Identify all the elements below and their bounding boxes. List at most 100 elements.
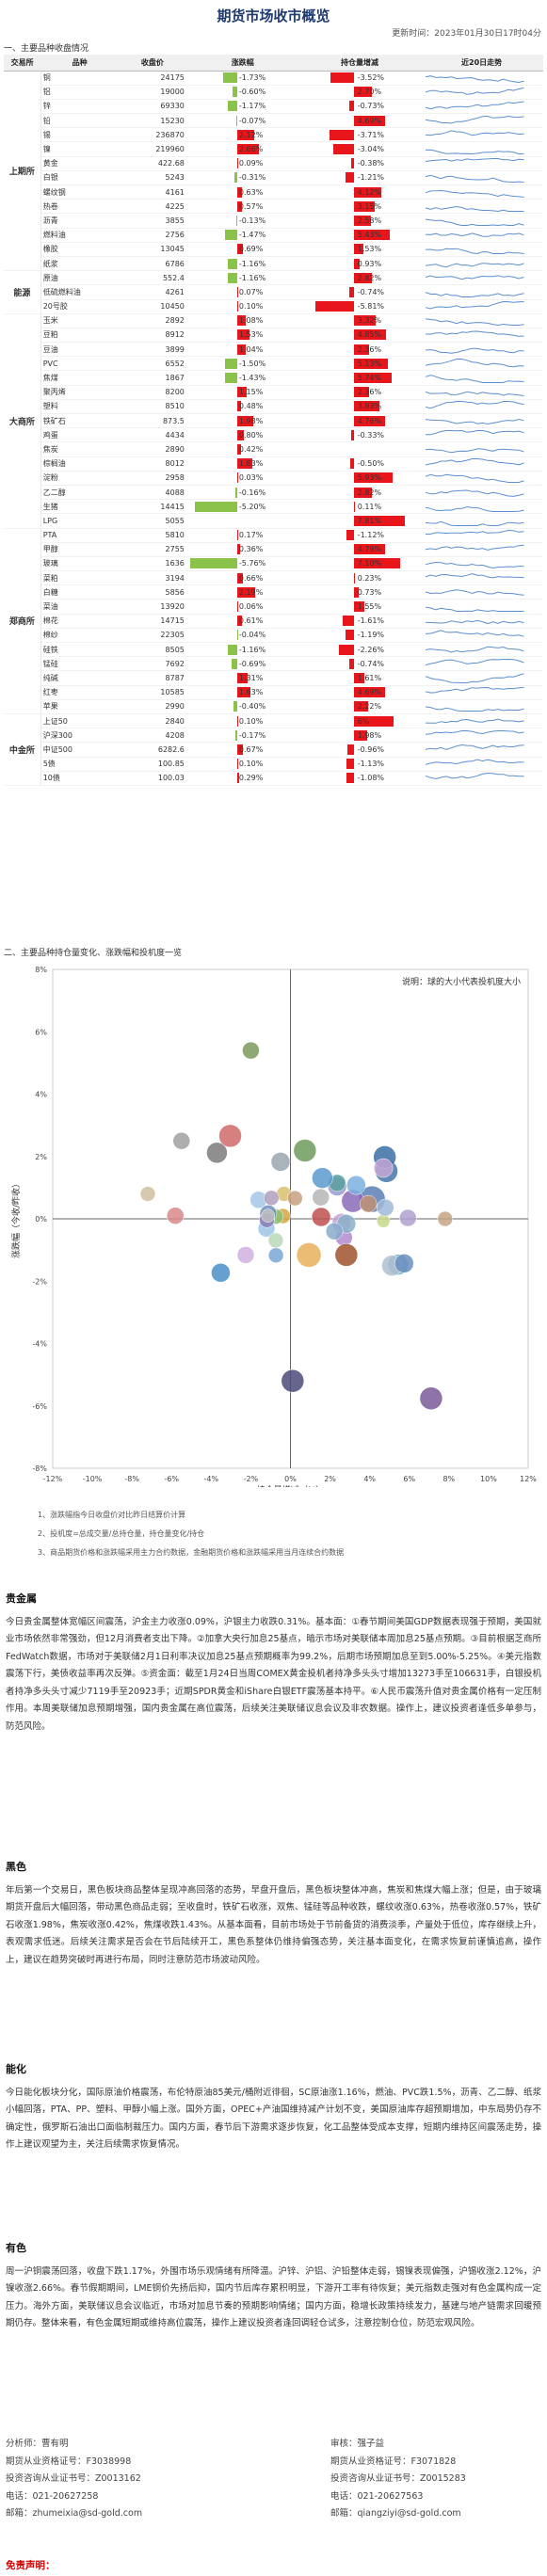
- close-price: 8012: [119, 456, 186, 471]
- trend-line: [426, 131, 524, 136]
- page-title: 期货市场收市概览: [0, 0, 547, 24]
- position-label: 6%: [358, 715, 370, 728]
- trend-cell: [420, 343, 543, 357]
- commodity-name: 焦炭: [40, 442, 119, 456]
- change-cell: 0.67%: [186, 743, 299, 757]
- change-cell: -0.16%: [186, 485, 299, 499]
- close-price: 13920: [119, 600, 186, 614]
- position-cell: -3.52%: [299, 71, 421, 85]
- gold-body: 今日贵金属整体宽幅区间震荡，沪金主力收涨0.09%，沪银主力收跌0.31%。基本…: [6, 1614, 541, 1736]
- data-bubble: [262, 1209, 275, 1223]
- change-cell: -1.17%: [186, 99, 299, 113]
- position-label: 2.36%: [358, 344, 381, 356]
- bubble-chart: -12%-10%-8%-6%-4%-2%0%2%4%6%8%10%12%8%6%…: [6, 960, 542, 1487]
- close-price: 2755: [119, 542, 186, 556]
- change-label: -0.69%: [239, 658, 265, 670]
- gold-heading: 贵金属: [6, 1591, 541, 1608]
- trend-line: [426, 647, 524, 652]
- data-bubble: [374, 1159, 393, 1177]
- change-label: -1.16%: [239, 644, 265, 656]
- data-bubble: [211, 1263, 230, 1282]
- change-label: -1.73%: [239, 72, 265, 84]
- change-label: -0.04%: [239, 629, 265, 641]
- data-bubble: [360, 1195, 377, 1212]
- change-label: 1.15%: [239, 386, 263, 398]
- close-price: 13045: [119, 242, 186, 256]
- position-bar: [330, 130, 354, 140]
- position-label: 0.93%: [358, 258, 381, 270]
- change-label: 0.67%: [239, 744, 263, 756]
- trend-sparkline: [422, 729, 529, 742]
- trend-line: [426, 774, 524, 779]
- trend-cell: [420, 185, 543, 200]
- change-bar: [236, 116, 237, 126]
- position-cell: 2.22%: [299, 699, 421, 713]
- close-price: 3899: [119, 343, 186, 357]
- trend-line: [426, 263, 524, 266]
- position-cell: -0.96%: [299, 743, 421, 757]
- trend-line: [426, 233, 524, 236]
- change-label: 1.83%: [239, 457, 263, 470]
- position-bar: [343, 616, 353, 626]
- trend-sparkline: [422, 515, 529, 527]
- close-price: 3194: [119, 571, 186, 585]
- position-cell: -2.26%: [299, 643, 421, 657]
- change-cell: 0.10%: [186, 757, 299, 771]
- position-label: 7.10%: [358, 557, 381, 569]
- position-bar: [351, 430, 353, 440]
- trend-sparkline: [422, 572, 529, 584]
- trend-sparkline: [422, 115, 529, 127]
- trend-cell: [420, 728, 543, 743]
- position-cell: 2.82%: [299, 485, 421, 499]
- trend-cell: [420, 385, 543, 399]
- close-price: 6282.6: [119, 743, 186, 757]
- change-bar: [237, 601, 238, 612]
- trend-line: [426, 590, 524, 596]
- trend-line: [426, 190, 524, 197]
- data-bubble: [268, 1233, 283, 1248]
- trend-cell: [420, 371, 543, 385]
- position-cell: 0.93%: [299, 256, 421, 270]
- commodity-name: 生猪: [40, 500, 119, 514]
- energy-section: 能化 今日能化板块分化，国际原油价格震荡，布伦特原油85美元/桶附近徘徊，SC原…: [6, 2061, 541, 2154]
- position-cell: 4.85%: [299, 328, 421, 342]
- change-label: 0.07%: [239, 286, 263, 298]
- analyst-phone: 电话：021-20627258: [6, 2488, 142, 2506]
- y-tick-label: -2%: [32, 1277, 47, 1286]
- change-bar: [236, 216, 237, 226]
- x-tick-label: -2%: [244, 1475, 259, 1483]
- trend-line: [426, 506, 524, 511]
- section1-title: 一、主要品种收盘情况: [4, 41, 88, 54]
- change-bar: [233, 87, 237, 97]
- trend-cell: [420, 357, 543, 371]
- position-cell: 2.58%: [299, 214, 421, 228]
- position-cell: 3.32%: [299, 313, 421, 328]
- chart-legend-note: 说明：球的大小代表投机度大小: [402, 976, 521, 987]
- trend-cell: [420, 313, 543, 328]
- trend-sparkline: [422, 772, 529, 784]
- change-bar: [228, 645, 237, 655]
- trend-sparkline: [422, 744, 529, 756]
- trend-cell: [420, 399, 543, 413]
- close-price: 6552: [119, 357, 186, 371]
- position-label: 5.43%: [358, 229, 381, 241]
- data-bubble: [167, 1208, 184, 1224]
- change-label: 2.12%: [239, 129, 263, 141]
- close-price: 5243: [119, 170, 186, 184]
- data-bubble: [312, 1208, 330, 1226]
- position-cell: 2.36%: [299, 385, 421, 399]
- trend-cell: [420, 671, 543, 685]
- commodity-name: 橡胶: [40, 242, 119, 256]
- reviewer-license: 期货从业资格证号：F3071828: [330, 2454, 466, 2472]
- position-bar: [354, 502, 355, 512]
- commodity-name: 菜粕: [40, 571, 119, 585]
- trend-line: [426, 159, 524, 162]
- position-cell: 0.23%: [299, 571, 421, 585]
- change-label: 0.29%: [239, 772, 263, 784]
- position-label: 1.53%: [358, 243, 381, 255]
- trend-sparkline: [422, 200, 529, 213]
- change-cell: 0.36%: [186, 542, 299, 556]
